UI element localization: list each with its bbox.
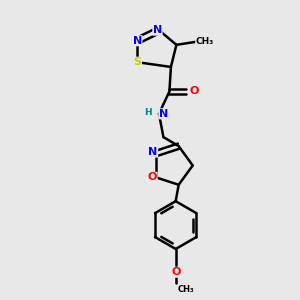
- Text: N: N: [153, 25, 162, 35]
- Text: H: H: [144, 108, 152, 117]
- Text: N: N: [133, 36, 142, 46]
- Text: O: O: [148, 172, 157, 182]
- Text: O: O: [171, 267, 180, 277]
- Text: N: N: [148, 147, 158, 157]
- Text: O: O: [189, 86, 199, 96]
- Text: CH₃: CH₃: [177, 285, 194, 294]
- Text: N: N: [159, 109, 168, 119]
- Text: CH₃: CH₃: [196, 37, 214, 46]
- Text: S: S: [134, 57, 141, 67]
